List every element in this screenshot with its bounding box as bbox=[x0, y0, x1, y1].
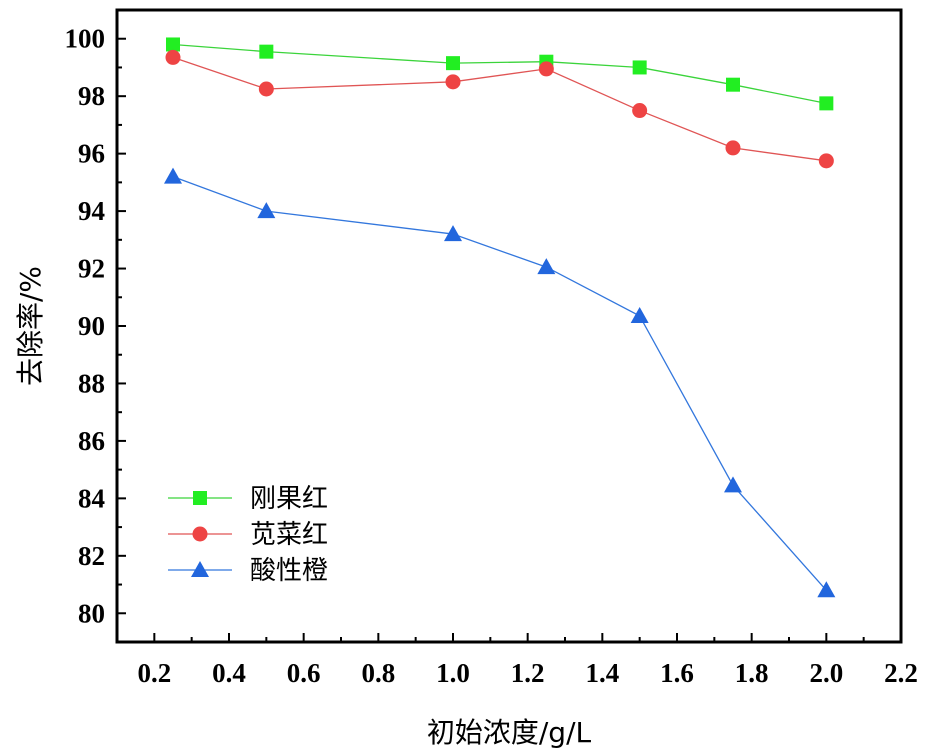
legend-marker bbox=[192, 526, 208, 542]
y-tick-label: 88 bbox=[78, 368, 105, 398]
x-tick-label: 2.0 bbox=[809, 658, 843, 688]
y-tick-label: 84 bbox=[78, 483, 105, 513]
y-tick-label: 94 bbox=[78, 196, 105, 226]
y-tick-label: 82 bbox=[78, 541, 105, 571]
data-point bbox=[817, 581, 836, 598]
x-tick-label: 1.6 bbox=[660, 658, 694, 688]
y-tick-label: 96 bbox=[78, 139, 105, 169]
x-tick-label: 0.4 bbox=[212, 658, 246, 688]
data-point bbox=[165, 49, 181, 65]
x-tick-label: 2.2 bbox=[884, 658, 918, 688]
data-point bbox=[726, 77, 740, 92]
legend-item: 刚果红 bbox=[168, 484, 328, 514]
series-0 bbox=[166, 37, 834, 111]
x-tick-label: 0.2 bbox=[137, 658, 171, 688]
data-point bbox=[819, 96, 834, 111]
data-point bbox=[258, 81, 274, 97]
x-tick-label: 0.6 bbox=[287, 658, 321, 688]
x-axis-label: 初始浓度/g/L bbox=[427, 716, 592, 749]
data-point bbox=[818, 153, 834, 169]
x-tick-label: 1.4 bbox=[585, 658, 619, 688]
y-tick-label: 92 bbox=[78, 254, 105, 284]
x-tick-label: 0.8 bbox=[361, 658, 395, 688]
data-point bbox=[632, 60, 647, 75]
data-point bbox=[257, 202, 276, 219]
data-point bbox=[164, 167, 182, 184]
data-point bbox=[259, 44, 274, 59]
y-tick-label: 80 bbox=[78, 598, 105, 628]
data-point bbox=[444, 225, 462, 242]
y-axis: 80 82 84 86 88 90 92 94 96 98 100 bbox=[65, 9, 126, 643]
series-2 bbox=[164, 167, 836, 598]
data-point bbox=[446, 56, 460, 71]
y-tick-label: 100 bbox=[65, 24, 106, 54]
x-tick-label: 1.8 bbox=[735, 658, 769, 688]
x-axis: 0.2 0.4 0.6 0.8 1.0 1.2 1.4 1.6 1.8 2.0 2.2 bbox=[137, 633, 918, 688]
data-point bbox=[445, 74, 461, 90]
series-layer bbox=[164, 37, 836, 598]
plot-frame bbox=[115, 8, 903, 644]
y-axis-label: 去除率/% bbox=[14, 266, 47, 386]
data-point bbox=[725, 140, 741, 156]
legend-marker bbox=[193, 491, 207, 505]
y-tick-label: 98 bbox=[78, 81, 105, 111]
data-point bbox=[538, 61, 554, 77]
legend-label: 苋菜红 bbox=[250, 520, 328, 550]
y-tick-label: 90 bbox=[78, 311, 105, 341]
x-tick-label: 1.0 bbox=[436, 658, 470, 688]
x-tick-label: 1.2 bbox=[511, 658, 545, 688]
data-point bbox=[166, 37, 180, 52]
legend-item: 酸性橙 bbox=[168, 556, 328, 586]
data-point bbox=[630, 306, 649, 323]
legend-marker bbox=[191, 561, 209, 577]
legend-label: 酸性橙 bbox=[250, 556, 328, 586]
legend-item: 苋菜红 bbox=[168, 520, 328, 550]
y-tick-label: 86 bbox=[78, 426, 105, 456]
series-1 bbox=[165, 49, 834, 169]
data-point bbox=[632, 103, 648, 119]
data-point bbox=[724, 476, 742, 493]
legend-label: 刚果红 bbox=[250, 484, 328, 514]
data-point bbox=[537, 258, 556, 275]
